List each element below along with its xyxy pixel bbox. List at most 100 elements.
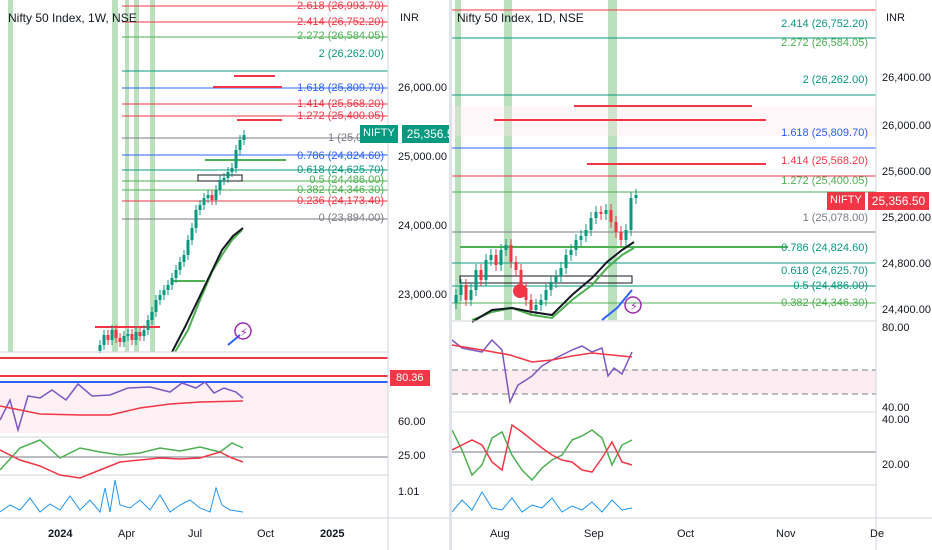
- price-tick: 26,000.00: [398, 82, 447, 94]
- rsi-scale-label: 80.00: [882, 322, 910, 334]
- ticker-badge: NIFTY: [827, 192, 865, 210]
- candle: [564, 255, 568, 268]
- fib-label: 1.272 (25,400.05): [781, 175, 868, 187]
- price-tick: 26,400.00: [882, 72, 931, 84]
- candle: [599, 212, 603, 214]
- price-tick: 25,000.00: [398, 151, 447, 163]
- candle: [574, 240, 578, 250]
- fib-label: 2.272 (26,584.05): [297, 30, 384, 42]
- lightning-icon[interactable]: [234, 322, 252, 340]
- fib-label: 1.414 (25,568.20): [781, 155, 868, 167]
- fib-label: 1 (25,078.00): [328, 132, 362, 144]
- candle: [579, 236, 583, 240]
- drawn-levels-right: [494, 105, 766, 165]
- price-tick: 25,200.00: [882, 212, 931, 224]
- highlight-bands: [8, 0, 155, 352]
- fib-label: 2 (26,262.00): [318, 48, 384, 60]
- candle: [146, 320, 150, 330]
- candle: [194, 210, 198, 228]
- fib-label: 2.272 (26,584.05): [781, 37, 868, 49]
- candle: [469, 290, 473, 300]
- left-chart-pane[interactable]: ⚡ Nifty 50 Index, 1W, NSE INR 2.618 (26,…: [0, 0, 449, 550]
- candle: [122, 336, 126, 342]
- rsi-line-right: [452, 338, 633, 405]
- candles-left: [98, 130, 246, 356]
- right-chart-pane[interactable]: ⚡ Nifty 50 Index, 1D, NSE INR 2.414 (26,…: [452, 0, 932, 550]
- dmi-scale-label: 40.00: [882, 414, 910, 426]
- price-badge: 25,356.50: [867, 192, 930, 210]
- candle: [218, 180, 222, 190]
- vol-scale-label: 1.01: [398, 486, 420, 498]
- candle: [629, 198, 633, 230]
- candle: [234, 150, 238, 168]
- candle: [489, 255, 493, 260]
- rsi-ma-left: [0, 400, 244, 416]
- fib-label: 2 (26,262.00): [802, 74, 868, 86]
- fib-label: 0.618 (24,625.70): [781, 265, 868, 277]
- price-tick: 25,600.00: [882, 166, 931, 178]
- candle: [150, 312, 154, 320]
- candle: [154, 300, 158, 312]
- candle: [584, 230, 588, 236]
- fib-label: 0.786 (24,824.60): [297, 150, 384, 162]
- rsi-line-left: [0, 380, 244, 433]
- left-currency-label[interactable]: INR: [400, 12, 419, 24]
- candle: [544, 290, 548, 300]
- candle: [619, 232, 623, 240]
- price-badge: 25,356.50: [401, 125, 449, 143]
- candle: [210, 195, 214, 200]
- right-currency-label[interactable]: INR: [886, 12, 905, 24]
- pane-divider[interactable]: [449, 0, 452, 550]
- candle: [110, 330, 114, 340]
- time-tick: Sep: [584, 528, 604, 540]
- candle: [494, 255, 498, 265]
- price-tick: 23,000.00: [398, 289, 447, 301]
- candle: [126, 334, 130, 336]
- time-tick: Apr: [118, 528, 136, 540]
- lightning-icon[interactable]: [624, 296, 642, 314]
- candle: [454, 295, 458, 303]
- candle: [549, 282, 553, 290]
- fib-label: 1.414 (25,568.20): [297, 98, 384, 110]
- rsi-value-tag: 80.36: [390, 370, 430, 386]
- candle: [529, 300, 533, 310]
- candle: [114, 330, 118, 338]
- volume-line-left: [0, 479, 244, 514]
- candle: [222, 178, 226, 180]
- candle: [170, 278, 174, 285]
- price-tag-left: NIFTY 25,356.50: [360, 125, 449, 143]
- fib-label: 0.382 (24,346.30): [781, 297, 868, 309]
- candle: [559, 268, 563, 276]
- fib-label: 0.618 (24,625.70): [297, 164, 384, 176]
- fib-label: 0.786 (24,824.60): [781, 242, 868, 254]
- candle: [118, 338, 122, 342]
- fib-label: 1 (25,078.00): [802, 212, 868, 224]
- price-tick: 24,400.00: [882, 304, 931, 316]
- candle: [102, 335, 106, 345]
- candle: [459, 285, 463, 295]
- ma-black-right: [471, 241, 635, 323]
- candle: [604, 210, 608, 214]
- fib-label: 0.5 (24,486.00): [793, 280, 868, 292]
- time-tick: De: [870, 528, 885, 540]
- candle: [624, 230, 628, 240]
- candle: [238, 140, 242, 150]
- fib-label: 2.618 (26,993.70): [297, 0, 384, 12]
- candle: [138, 332, 142, 336]
- dmi-red-right: [452, 423, 633, 473]
- dmi-green-left: [0, 439, 244, 471]
- candle: [524, 288, 528, 300]
- svg-text:⚡: ⚡: [240, 326, 248, 339]
- right-chart-canvas[interactable]: ⚡: [452, 0, 932, 550]
- fib-label: 0.236 (24,173.40): [297, 195, 384, 207]
- fib-label: 0.5 (24,486.00): [309, 174, 384, 186]
- left-chart-canvas[interactable]: ⚡: [0, 0, 449, 550]
- volume-line-right: [452, 491, 633, 513]
- svg-text:⚡: ⚡: [630, 300, 638, 313]
- candle: [484, 260, 488, 280]
- price-tick: 26,000.00: [882, 120, 931, 132]
- dmi-green-right: [452, 429, 633, 482]
- fib-label: 0.382 (24,346.30): [297, 184, 384, 196]
- rsi-scale-label: 40.00: [882, 402, 910, 414]
- price-tag-right: NIFTY 25,356.50: [827, 192, 930, 210]
